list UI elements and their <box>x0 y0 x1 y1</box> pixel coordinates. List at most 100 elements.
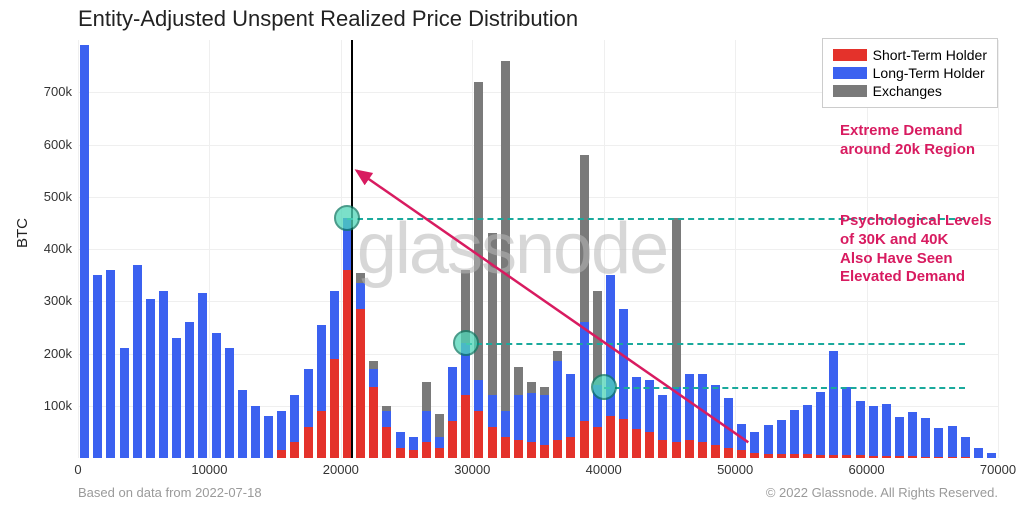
bar-segment-lth <box>146 299 155 458</box>
bar-segment-lth <box>737 424 746 450</box>
bar-segment-lth <box>895 417 904 456</box>
xtick-label: 70000 <box>968 462 1024 477</box>
bar-segment-exch <box>488 233 497 395</box>
bar-segment-lth <box>120 348 129 458</box>
bar-segment-lth <box>264 416 273 458</box>
legend-swatch <box>833 67 867 79</box>
bar-segment-lth <box>777 420 786 454</box>
guide-dashline <box>466 343 965 345</box>
bar-segment-sth <box>777 454 786 458</box>
bar-segment-sth <box>593 427 602 458</box>
bar-segment-exch <box>382 406 391 411</box>
bar-segment-sth <box>474 411 483 458</box>
bar-segment-sth <box>435 448 444 458</box>
bar-segment-lth <box>382 411 391 427</box>
bar-segment-sth <box>448 421 457 458</box>
bar-segment-sth <box>750 453 759 458</box>
bar-segment-lth <box>396 432 405 448</box>
xtick-label: 50000 <box>705 462 765 477</box>
bar-segment-lth <box>409 437 418 450</box>
bar-segment-sth <box>580 421 589 458</box>
bar-segment-lth <box>580 322 589 421</box>
bar-segment-exch <box>593 291 602 385</box>
bar-segment-lth <box>290 395 299 442</box>
bar-segment-sth <box>948 457 957 458</box>
bar-segment-lth <box>816 392 825 455</box>
bar-segment-sth <box>330 359 339 458</box>
bar-segment-lth <box>251 406 260 458</box>
bar-segment-lth <box>750 432 759 453</box>
bar-segment-lth <box>330 291 339 359</box>
bar-segment-exch <box>580 155 589 322</box>
legend-item: Exchanges <box>833 83 987 99</box>
bar-segment-exch <box>527 382 536 392</box>
bar-segment-sth <box>790 454 799 458</box>
bar-segment-lth <box>133 265 142 458</box>
bar-segment-exch <box>540 387 549 395</box>
ytick-label: 600k <box>12 137 72 152</box>
bar-segment-sth <box>396 448 405 458</box>
bar-segment-sth <box>514 440 523 458</box>
bar-segment-sth <box>711 445 720 458</box>
bar-segment-exch <box>553 351 562 361</box>
legend-label: Short-Term Holder <box>873 47 987 63</box>
xtick-label: 10000 <box>179 462 239 477</box>
bar-segment-lth <box>908 412 917 456</box>
bar-segment-lth <box>80 45 89 458</box>
bar-segment-sth <box>737 450 746 458</box>
bar-segment-sth <box>934 457 943 458</box>
bar-segment-lth <box>987 453 996 458</box>
bar-segment-exch <box>514 367 523 396</box>
bar-segment-sth <box>488 427 497 458</box>
bar-segment-lth <box>948 426 957 457</box>
bar-segment-sth <box>422 442 431 458</box>
bar-segment-sth <box>553 440 562 458</box>
bar-segment-sth <box>685 440 694 458</box>
bar-segment-lth <box>553 361 562 439</box>
bar-segment-sth <box>803 454 812 458</box>
highlight-marker <box>453 330 479 356</box>
bar-segment-lth <box>961 437 970 458</box>
bar-segment-sth <box>632 429 641 458</box>
bar-segment-lth <box>764 425 773 454</box>
ytick-label: 300k <box>12 293 72 308</box>
bar-segment-sth <box>566 437 575 458</box>
bar-segment-lth <box>356 283 365 309</box>
bar-segment-sth <box>461 395 470 458</box>
bar-segment-lth <box>790 410 799 454</box>
bar-segment-sth <box>382 427 391 458</box>
bar-segment-sth <box>356 309 365 458</box>
bar-segment-lth <box>540 395 549 445</box>
bar-segment-lth <box>869 406 878 456</box>
bar-segment-sth <box>540 445 549 458</box>
bar-segment-lth <box>566 374 575 437</box>
bar-segment-lth <box>317 325 326 411</box>
bar-segment-lth <box>882 404 891 456</box>
bar-segment-lth <box>185 322 194 458</box>
bar-segment-sth <box>882 456 891 458</box>
bar-segment-sth <box>501 437 510 458</box>
bar-segment-exch <box>422 382 431 411</box>
bar-segment-lth <box>685 374 694 439</box>
bar-segment-sth <box>816 455 825 458</box>
legend-swatch <box>833 85 867 97</box>
bar-segment-lth <box>501 411 510 437</box>
bar-segment-lth <box>198 293 207 458</box>
bar-segment-sth <box>921 457 930 458</box>
bar-segment-sth <box>290 442 299 458</box>
bar-segment-sth <box>369 387 378 458</box>
footer-source: Based on data from 2022-07-18 <box>78 485 262 500</box>
bar-segment-lth <box>698 374 707 442</box>
bar-segment-lth <box>277 411 286 450</box>
chart-container: Entity-Adjusted Unspent Realized Price D… <box>0 0 1024 506</box>
footer-copyright: © 2022 Glassnode. All Rights Reserved. <box>766 485 998 500</box>
bar-segment-sth <box>764 454 773 458</box>
guide-dashline <box>347 218 965 220</box>
ytick-label: 200k <box>12 346 72 361</box>
xtick-label: 40000 <box>574 462 634 477</box>
bar-segment-lth <box>632 377 641 429</box>
bar-segment-lth <box>172 338 181 458</box>
bar-segment-lth <box>711 385 720 445</box>
bar-segment-sth <box>645 432 654 458</box>
guide-dashline <box>604 387 965 389</box>
